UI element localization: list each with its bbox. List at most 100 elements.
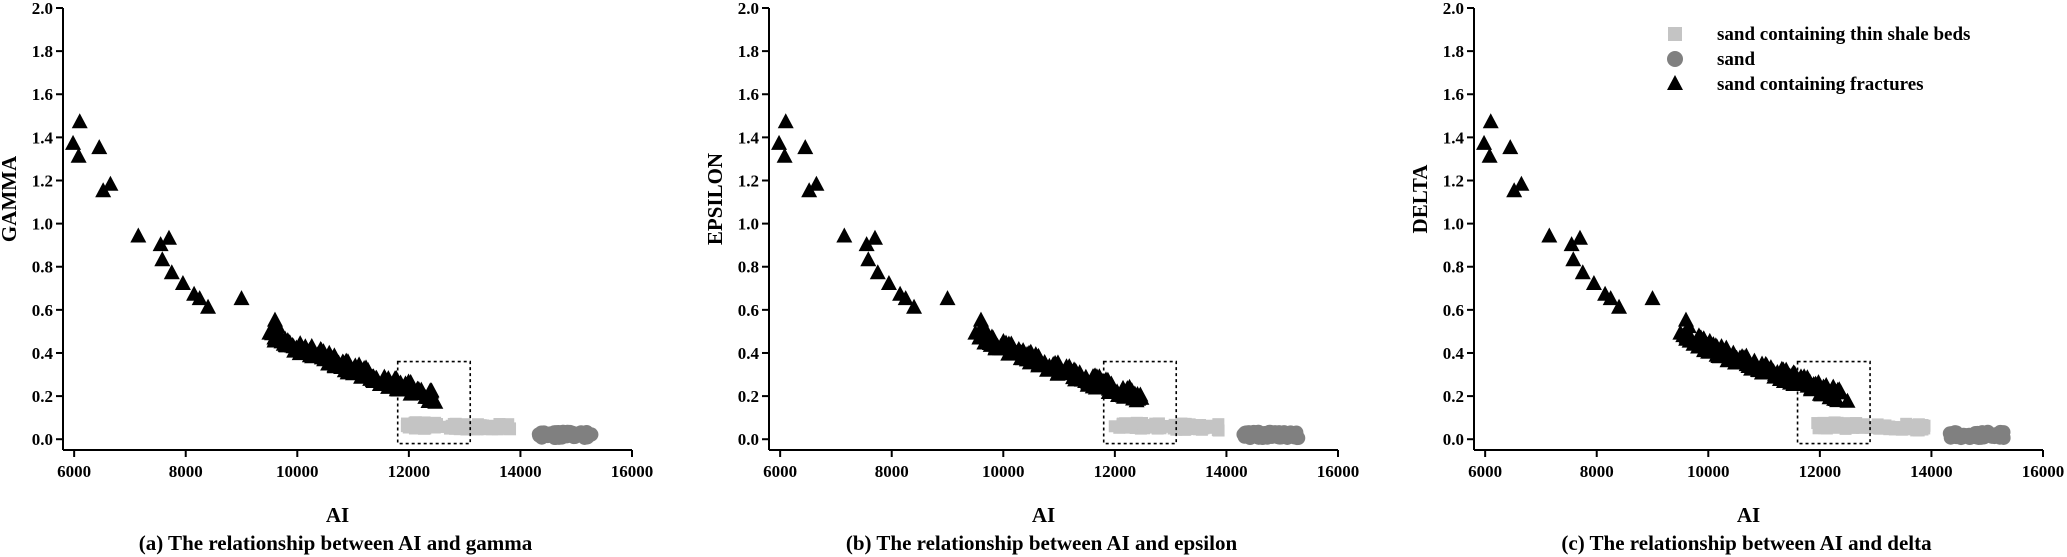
- y-tick-label: 1.4: [32, 128, 54, 147]
- triangle-point: [318, 349, 335, 365]
- triangle-point: [191, 290, 208, 306]
- triangle-point: [1030, 355, 1047, 371]
- triangle-point: [65, 134, 82, 150]
- triangle-point: [1832, 384, 1849, 400]
- y-tick-label: 0.8: [1443, 258, 1464, 277]
- circle-point: [1943, 430, 1958, 445]
- x-tick-label: 12000: [1094, 462, 1137, 481]
- chart-panel-3: 0.0 0.2 0.4 0.6 0.8 1.0 1.2 1.4 1.6 1.8 2.0 6000 800…: [1408, 0, 2064, 555]
- circle-point: [1261, 425, 1276, 440]
- circle-point: [1249, 425, 1264, 440]
- triangle-point: [130, 227, 147, 243]
- y-tick-label: 1.6: [32, 85, 53, 104]
- triangle-point: [423, 382, 440, 398]
- triangle-point: [402, 374, 419, 390]
- circle-point: [1968, 427, 1983, 442]
- y-axis-label: DELTA: [1408, 164, 1432, 234]
- legend-label: sand containing thin shale beds: [1717, 24, 1970, 45]
- y-tick-label: 0.8: [738, 258, 759, 277]
- triangle-point: [1571, 229, 1588, 245]
- circle-point: [537, 426, 552, 441]
- triangle-point: [880, 274, 897, 290]
- triangle-point: [233, 290, 250, 306]
- x-tick-label: 12000: [1799, 462, 1842, 481]
- triangle-point: [427, 393, 444, 409]
- triangle-point: [771, 134, 788, 150]
- triangle-point: [413, 383, 430, 399]
- triangle-point: [330, 354, 347, 370]
- x-tick-label: 14000: [499, 462, 542, 481]
- triangle-point: [1541, 227, 1558, 243]
- triangle-point: [995, 332, 1012, 348]
- circle-point: [548, 428, 563, 443]
- triangle-point: [1087, 379, 1104, 395]
- triangle-point: [174, 274, 191, 290]
- square-point: [1137, 422, 1150, 435]
- triangle-point: [897, 290, 914, 306]
- y-tick-label: 1.0: [32, 215, 53, 234]
- triangle-point: [288, 341, 305, 357]
- y-tick-label: 0.6: [32, 301, 53, 320]
- triangle-point: [1563, 236, 1580, 252]
- square-point: [400, 417, 413, 430]
- y-tick-label: 1.8: [32, 42, 53, 61]
- triangle-point: [71, 113, 88, 129]
- x-axis-label: AI: [1032, 503, 1055, 527]
- triangle-point: [1481, 147, 1498, 163]
- x-axis-label: AI: [1737, 503, 1760, 527]
- panel-caption: (c) The relationship between AI and delt…: [1561, 531, 1932, 555]
- y-tick-label: 2.0: [32, 0, 53, 18]
- triangle-point: [1644, 290, 1661, 306]
- y-tick-label: 0.0: [738, 430, 759, 449]
- triangle-point: [152, 236, 169, 252]
- triangle-point: [1718, 342, 1735, 358]
- y-tick-label: 0.0: [32, 430, 53, 449]
- triangle-point: [1574, 264, 1591, 280]
- y-tick-label: 1.6: [738, 85, 759, 104]
- triangle-point: [1700, 343, 1717, 359]
- triangle-point: [777, 113, 794, 129]
- triangle-point: [1513, 175, 1530, 191]
- x-tick-label: 6000: [763, 462, 797, 481]
- y-tick-label: 1.2: [1443, 171, 1464, 190]
- triangle-point: [1611, 298, 1628, 314]
- y-tick-label: 0.2: [1443, 387, 1464, 406]
- y-tick-label: 0.4: [738, 344, 760, 363]
- triangle-point: [1085, 368, 1102, 384]
- triangle-point: [858, 236, 875, 252]
- y-tick-label: 1.4: [738, 128, 760, 147]
- y-tick-label: 1.0: [1443, 215, 1464, 234]
- y-tick-label: 2.0: [1443, 0, 1464, 18]
- triangle-point: [200, 298, 217, 314]
- x-axis-label: AI: [326, 503, 349, 527]
- triangle-point: [1101, 374, 1118, 390]
- y-tick-label: 0.4: [1443, 344, 1465, 363]
- y-tick-label: 1.6: [1443, 85, 1464, 104]
- triangle-point: [860, 251, 877, 267]
- square-point: [1154, 422, 1167, 435]
- triangle-point: [1061, 358, 1078, 374]
- y-tick-label: 1.8: [1443, 42, 1464, 61]
- square-point: [1849, 419, 1862, 432]
- triangle-point: [906, 298, 923, 314]
- y-axis-label: GAMMA: [0, 155, 21, 242]
- panel-caption: (b) The relationship between AI and epsi…: [846, 531, 1238, 555]
- x-tick-label: 10000: [276, 462, 319, 481]
- chart-panel-1: 0.0 0.2 0.4 0.6 0.8 1.0 1.2 1.4 1.6 1.8 2.0 6000 800…: [0, 0, 653, 555]
- y-tick-label: 0.0: [1443, 430, 1464, 449]
- triangle-point: [70, 147, 87, 163]
- x-tick-label: 8000: [1580, 462, 1614, 481]
- y-tick-label: 1.2: [738, 171, 759, 190]
- triangle-point: [1678, 330, 1695, 346]
- y-tick-label: 1.8: [738, 42, 759, 61]
- y-tick-label: 2.0: [738, 0, 759, 18]
- circle-point: [1955, 430, 1970, 445]
- x-tick-label: 12000: [388, 462, 431, 481]
- triangle-point: [402, 385, 419, 401]
- panel-caption: (a) The relationship between AI and gamm…: [139, 531, 533, 555]
- triangle-point: [341, 359, 358, 375]
- y-tick-label: 1.2: [32, 171, 53, 190]
- triangle-point: [988, 337, 1005, 353]
- triangle-point: [163, 264, 180, 280]
